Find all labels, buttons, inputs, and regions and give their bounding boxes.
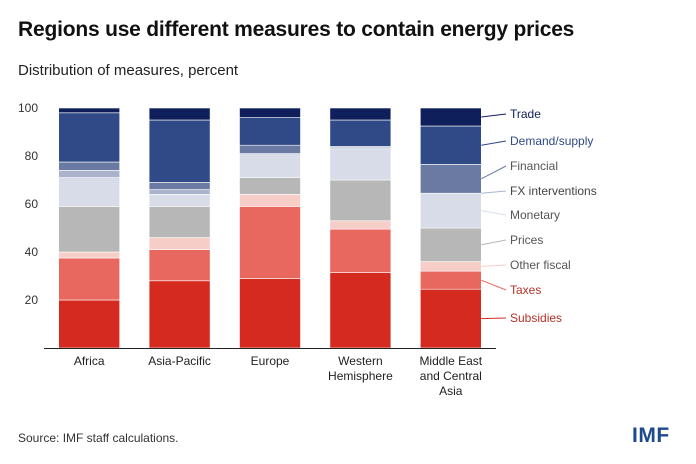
bar-europe-taxes xyxy=(239,206,301,279)
bar-middle-east-and-central-asia-subsidies xyxy=(419,288,482,349)
x-tick-label-europe: Europe xyxy=(251,354,290,368)
bar-western-hemisphere-prices xyxy=(329,179,392,222)
bar-europe-monetary xyxy=(239,153,301,178)
bar-asia-pacific-prices xyxy=(148,206,211,238)
bar-asia-pacific-demand-supply xyxy=(148,119,211,183)
y-tick-label-80: 80 xyxy=(25,149,39,163)
bar-middle-east-and-central-asia-trade xyxy=(419,107,482,127)
bar-europe-financial xyxy=(239,144,301,154)
legend-label-subsidies: Subsidies xyxy=(510,311,562,325)
y-tick-label-100: 100 xyxy=(18,101,38,115)
chart-title: Regions use different measures to contai… xyxy=(18,18,575,41)
bar-western-hemisphere-subsidies xyxy=(329,272,392,349)
bar-western-hemisphere-taxes xyxy=(329,228,392,273)
y-tick-label-60: 60 xyxy=(25,197,39,211)
bar-middle-east-and-central-asia-other-fiscal xyxy=(419,261,482,272)
bar-middle-east-and-central-asia-prices xyxy=(419,227,482,262)
legend-label-monetary: Monetary xyxy=(510,208,560,222)
bar-asia-pacific-other-fiscal xyxy=(148,237,211,250)
legend-leader-prices xyxy=(481,239,507,246)
bar-africa-financial xyxy=(58,161,121,171)
legend-label-trade: Trade xyxy=(510,107,541,121)
legend-label-taxes: Taxes xyxy=(510,283,541,297)
legend-leader-subsidies xyxy=(481,317,507,320)
bar-europe-other-fiscal xyxy=(239,194,301,207)
bar-europe-prices xyxy=(239,177,301,195)
bar-asia-pacific-trade xyxy=(148,107,211,121)
imf-logo: IMF xyxy=(632,424,670,447)
legend-leader-taxes xyxy=(481,279,507,291)
x-tick-label-africa: Africa xyxy=(74,354,105,368)
bar-middle-east-and-central-asia-demand-supply xyxy=(419,125,482,165)
bar-asia-pacific-financial xyxy=(148,182,211,190)
bar-africa-other-fiscal xyxy=(58,251,121,259)
y-axis: 20 40 60 80 100 xyxy=(18,101,38,307)
bar-western-hemisphere-monetary xyxy=(329,148,392,181)
bar-middle-east-and-central-asia-taxes xyxy=(419,270,482,290)
x-tick-label-middle-east-and-central-asia: Middle East and Central Asia xyxy=(419,354,482,398)
bar-asia-pacific-taxes xyxy=(148,249,211,282)
bar-africa-fx-interventions xyxy=(58,170,121,178)
bar-europe-subsidies xyxy=(239,278,301,349)
legend-label-fx-interventions: FX interventions xyxy=(510,184,597,198)
x-tick-label-western-hemisphere: Western Hemisphere xyxy=(328,354,393,383)
legend: Subsidies Taxes Other fiscal Prices Monetary… xyxy=(481,107,597,325)
x-tick-label-asia-pacific: Asia-Pacific xyxy=(148,354,211,368)
bar-middle-east-and-central-asia-financial xyxy=(419,164,482,194)
bar-asia-pacific-subsidies xyxy=(148,280,211,349)
legend-leader-trade xyxy=(481,113,507,118)
legend-label-demand-supply: Demand/supply xyxy=(510,134,593,148)
bar-asia-pacific-monetary xyxy=(148,194,211,207)
bar-western-hemisphere-demand-supply xyxy=(329,119,392,147)
bar-europe-demand-supply xyxy=(239,117,301,146)
y-tick-label-20: 20 xyxy=(25,293,39,307)
y-tick-label-40: 40 xyxy=(25,245,39,259)
chart-subtitle: Distribution of measures, percent xyxy=(18,62,239,79)
legend-leader-financial xyxy=(481,165,507,180)
bar-africa-taxes xyxy=(58,257,121,301)
bars xyxy=(58,107,482,349)
legend-leader-monetary xyxy=(481,210,507,216)
legend-label-financial: Financial xyxy=(510,159,558,173)
bar-western-hemisphere-other-fiscal xyxy=(329,220,392,230)
x-axis: Africa Asia-Pacific Europe Western Hemispher… xyxy=(44,348,496,398)
bar-africa-prices xyxy=(58,206,121,253)
source-note: Source: IMF staff calculations. xyxy=(18,431,179,445)
legend-label-prices: Prices xyxy=(510,233,543,247)
bar-middle-east-and-central-asia-monetary xyxy=(419,192,482,229)
bar-africa-subsidies xyxy=(58,299,121,349)
bar-africa-monetary xyxy=(58,177,121,207)
bar-europe-trade xyxy=(239,107,301,118)
legend-leader-fx-interventions xyxy=(481,190,507,194)
bar-africa-trade xyxy=(58,107,121,114)
legend-leader-other-fiscal xyxy=(481,264,507,267)
bar-africa-demand-supply xyxy=(58,112,121,163)
bar-asia-pacific-fx-interventions xyxy=(148,189,211,195)
legend-leader-demand-supply xyxy=(481,140,507,146)
legend-label-other-fiscal: Other fiscal xyxy=(510,258,571,272)
bar-western-hemisphere-trade xyxy=(329,107,392,121)
